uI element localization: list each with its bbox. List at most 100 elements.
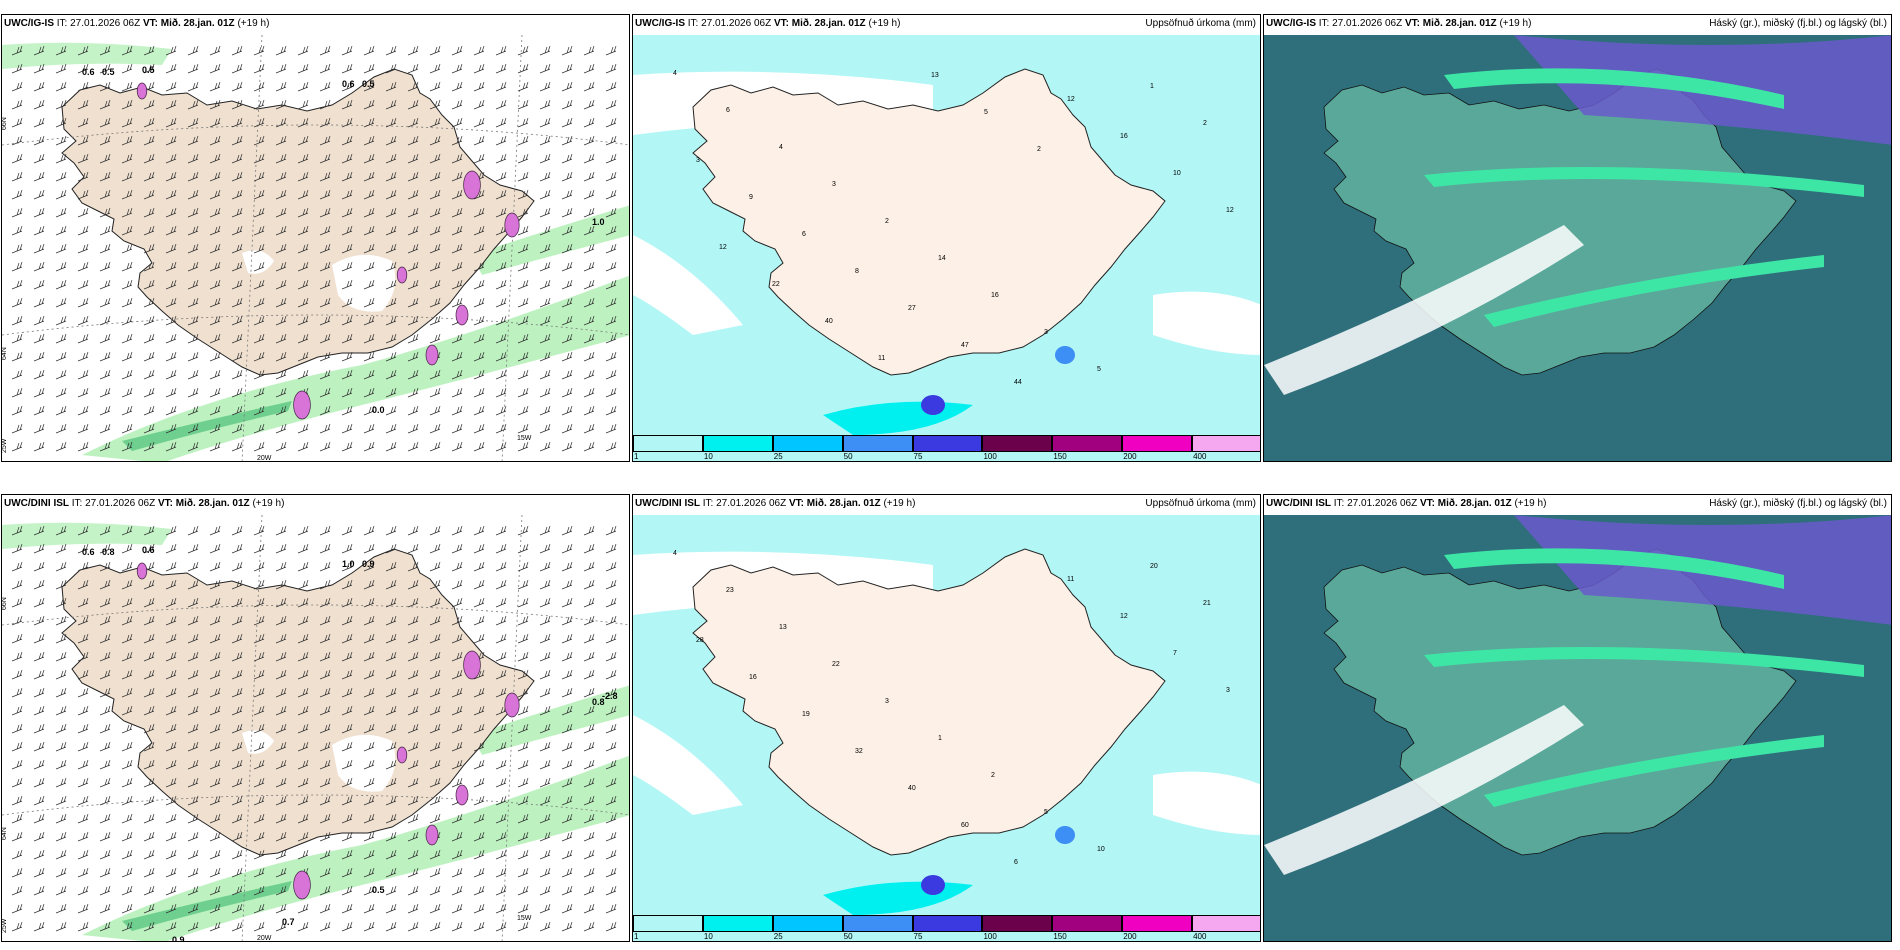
wind-barb <box>583 705 595 716</box>
wind-barb <box>253 615 265 626</box>
wind-barb <box>429 813 441 824</box>
wind-barb <box>451 525 463 536</box>
wind-barb <box>473 117 485 128</box>
value-label: 0.7 <box>282 917 295 927</box>
legend-label: 200 <box>1123 932 1137 941</box>
wind-barb <box>297 723 309 734</box>
wind-barb <box>275 651 287 662</box>
wind-barb <box>165 831 177 842</box>
wind-barb <box>341 261 353 272</box>
longitude-label: 20W <box>257 455 272 462</box>
wind-barb <box>209 723 221 734</box>
wind-barb <box>385 885 397 896</box>
latitude-label: 66N <box>2 117 8 130</box>
precip-value: 40 <box>908 785 916 792</box>
wind-barb <box>539 795 551 806</box>
wind-barb <box>539 759 551 770</box>
value-label: 0.6 <box>342 79 355 89</box>
wind-barb <box>451 63 463 74</box>
wind-barb <box>77 405 89 416</box>
wind-barb <box>561 45 573 56</box>
wind-barb <box>561 795 573 806</box>
wind-barb <box>363 225 375 236</box>
wind-barb <box>473 153 485 164</box>
wind-barb <box>451 687 463 698</box>
wind-barb <box>385 795 397 806</box>
wind-barb <box>341 759 353 770</box>
wind-barb <box>605 561 617 572</box>
wind-barb <box>33 351 45 362</box>
wind-barb <box>495 207 507 218</box>
precip-layer: 4643214163512396827474412161012122240111… <box>633 35 1260 461</box>
wind-barb <box>11 651 23 662</box>
dry-area <box>633 715 743 815</box>
wind-barb <box>363 171 375 182</box>
wind-barb <box>253 669 265 680</box>
wind-barb <box>121 885 133 896</box>
wind-barb <box>165 171 177 182</box>
wind-barb <box>583 99 595 110</box>
precip-value: 44 <box>1014 379 1022 386</box>
wind-barb <box>561 867 573 878</box>
wind-barb <box>253 885 265 896</box>
wind-barb <box>11 189 23 200</box>
wind-barb <box>297 903 309 914</box>
wind-barb <box>341 921 353 932</box>
wind-barb <box>275 867 287 878</box>
legend-label: 400 <box>1193 452 1207 461</box>
wind-barb <box>11 867 23 878</box>
wind-barb <box>121 813 133 824</box>
wind-barb <box>33 279 45 290</box>
wind-barb <box>297 261 309 272</box>
wind-barb <box>319 525 331 536</box>
wind-barb <box>363 207 375 218</box>
wind-barb <box>77 333 89 344</box>
wind-barb <box>495 387 507 398</box>
wind-barb <box>77 315 89 326</box>
wind-barb <box>33 903 45 914</box>
wind-barb <box>605 525 617 536</box>
wind-barb <box>187 63 199 74</box>
wind-barb <box>473 759 485 770</box>
wind-barb <box>165 189 177 200</box>
value-label: 0.9 <box>172 935 185 942</box>
wind-barb <box>275 705 287 716</box>
wind-barb <box>583 687 595 698</box>
wind-barb <box>55 903 67 914</box>
wind-barb <box>539 63 551 74</box>
wind-barb <box>297 777 309 788</box>
wind-barb <box>429 561 441 572</box>
panel-ig-cloud: UWC/IG-IS IT: 27.01.2026 06Z VT: Mið. 28… <box>1263 14 1892 462</box>
wind-barb <box>209 651 221 662</box>
cloud-band <box>1424 167 1864 197</box>
wind-barb <box>77 777 89 788</box>
legend-swatch <box>772 915 843 932</box>
wind-barb <box>407 243 419 254</box>
wind-barb <box>209 369 221 380</box>
wind-barb <box>209 579 221 590</box>
wind-barb <box>55 561 67 572</box>
wind-barb <box>385 135 397 146</box>
wind-barb <box>429 441 441 452</box>
wind-barb <box>297 849 309 860</box>
wind-barb <box>407 405 419 416</box>
wind-barb <box>275 777 287 788</box>
wind-barb <box>165 351 177 362</box>
wind-barb <box>209 63 221 74</box>
wind-barb <box>143 705 155 716</box>
precip-value: 10 <box>1097 846 1105 853</box>
wind-barb <box>77 687 89 698</box>
wind-barb <box>77 615 89 626</box>
wind-barb <box>187 561 199 572</box>
wind-barb <box>77 561 89 572</box>
wind-barb <box>297 597 309 608</box>
cloud-layer <box>1264 515 1891 941</box>
wind-barb <box>231 405 243 416</box>
wind-barb <box>55 525 67 536</box>
wind-barb <box>209 741 221 752</box>
wind-barb <box>583 813 595 824</box>
wind-barb <box>297 687 309 698</box>
wind-barb <box>319 903 331 914</box>
wind-barb <box>253 153 265 164</box>
wind-barb <box>495 687 507 698</box>
